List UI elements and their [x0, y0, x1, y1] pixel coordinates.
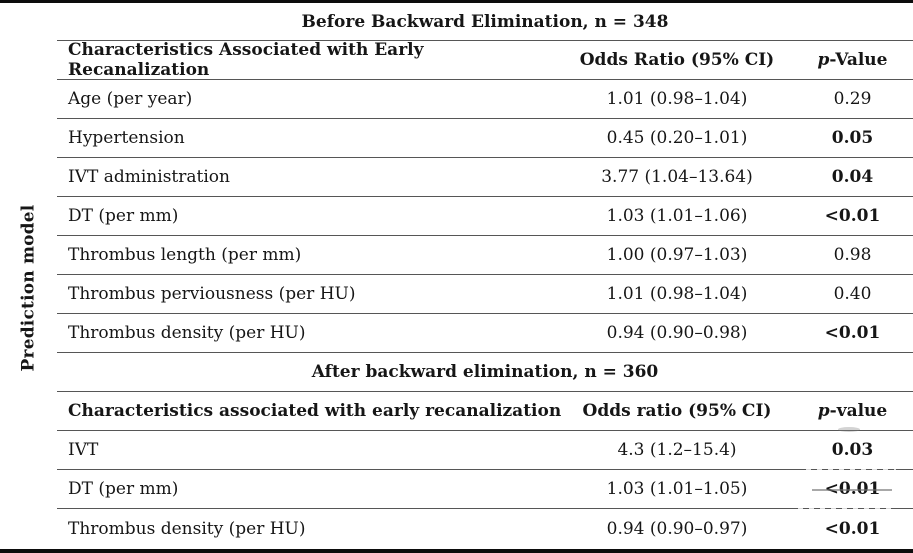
table-row-thrombus-density: Thrombus density (per HU) 0.94 (0.90–0.9… — [57, 314, 913, 353]
table-row-ivt-administration: IVT administration 3.77 (1.04–13.64) 0.0… — [57, 158, 913, 197]
cell-odds-ratio: 0.94 (0.90–0.98) — [606, 323, 748, 343]
watermark-artifact — [798, 508, 896, 511]
cell-odds-ratio: 1.03 (1.01–1.05) — [606, 479, 748, 499]
cell-characteristic: Thrombus length (per mm) — [68, 245, 302, 265]
p-rest: -Value — [829, 50, 888, 70]
table-row-ivt: IVT 4.3 (1.2–15.4) 0.03 — [57, 431, 913, 470]
cell-odds-ratio: 3.77 (1.04–13.64) — [601, 167, 753, 187]
cell-characteristic: Thrombus perviousness (per HU) — [68, 284, 356, 304]
cell-odds-ratio: 1.01 (0.98–1.04) — [606, 89, 748, 109]
cell-characteristic: IVT administration — [68, 167, 230, 187]
table-row-thrombus-density-after: Thrombus density (per HU) 0.94 (0.90–0.9… — [57, 509, 913, 549]
section-title-after: After backward elimination, n = 360 — [57, 353, 913, 392]
cell-characteristic: Thrombus density (per HU) — [68, 519, 306, 539]
p-rest: -value — [829, 401, 888, 421]
cell-odds-ratio: 1.01 (0.98–1.04) — [606, 284, 748, 304]
p-italic: p — [817, 50, 830, 70]
cell-characteristic: Hypertension — [68, 128, 185, 148]
table-row-thrombus-perviousness: Thrombus perviousness (per HU) 1.01 (0.9… — [57, 275, 913, 314]
section-title-text: After backward elimination, n = 360 — [311, 362, 659, 382]
table-body: Before Backward Elimination, n = 348 Cha… — [57, 3, 913, 549]
watermark-artifact — [806, 469, 896, 472]
cell-characteristic: DT (per mm) — [68, 206, 179, 226]
cell-p-value: <0.01 — [824, 519, 881, 539]
col-header-odds-ratio: Odds Ratio (95% CI) — [579, 50, 775, 70]
col-header-p-value: p-Value — [792, 50, 913, 70]
col-header-odds-ratio: Odds ratio (95% CI) — [582, 401, 772, 421]
cell-characteristic: Thrombus density (per HU) — [68, 323, 306, 343]
cell-odds-ratio: 4.3 (1.2–15.4) — [617, 440, 737, 460]
cell-odds-ratio: 1.00 (0.97–1.03) — [606, 245, 748, 265]
cell-p-value: 0.05 — [831, 128, 874, 148]
p-italic: p — [817, 401, 830, 421]
table-row-dt-after: DT (per mm) 1.03 (1.01–1.05) <0.01 — [57, 470, 913, 509]
table-row-age: Age (per year) 1.01 (0.98–1.04) 0.29 — [57, 80, 913, 119]
section-title-before: Before Backward Elimination, n = 348 — [57, 3, 913, 41]
cell-odds-ratio: 1.03 (1.01–1.06) — [606, 206, 748, 226]
cell-odds-ratio: 0.94 (0.90–0.97) — [606, 519, 748, 539]
side-label-prediction-model: Prediction model — [0, 3, 57, 549]
col-header-p-value: p-value — [792, 401, 913, 421]
cell-p-value: 0.40 — [833, 284, 872, 304]
table-row-thrombus-length: Thrombus length (per mm) 1.00 (0.97–1.03… — [57, 236, 913, 275]
cell-p-value: <0.01 — [824, 323, 881, 343]
cell-characteristic: DT (per mm) — [68, 479, 179, 499]
table-row-hypertension: Hypertension 0.45 (0.20–1.01) 0.05 — [57, 119, 913, 158]
cell-p-value: 0.98 — [833, 245, 872, 265]
watermark-artifact — [838, 427, 860, 432]
cell-p-value: <0.01 — [824, 206, 881, 226]
cell-characteristic: Age (per year) — [68, 89, 193, 109]
table-row-dt: DT (per mm) 1.03 (1.01–1.06) <0.01 — [57, 197, 913, 236]
section-title-text: Before Backward Elimination, n = 348 — [301, 11, 669, 32]
cell-characteristic: IVT — [68, 440, 99, 460]
cell-p-value: 0.03 — [831, 440, 874, 460]
header-row-after: Characteristics associated with early re… — [57, 392, 913, 431]
cell-p-value: 0.29 — [833, 89, 872, 109]
side-label-text: Prediction model — [18, 204, 39, 372]
cell-odds-ratio: 0.45 (0.20–1.01) — [606, 128, 748, 148]
header-row-before: Characteristics Associated with Early Re… — [57, 40, 913, 80]
cell-p-value: 0.04 — [831, 167, 874, 187]
watermark-artifact — [812, 489, 892, 491]
col-header-characteristics: Characteristics associated with early re… — [68, 401, 562, 421]
col-header-characteristics: Characteristics Associated with Early Re… — [68, 40, 424, 80]
